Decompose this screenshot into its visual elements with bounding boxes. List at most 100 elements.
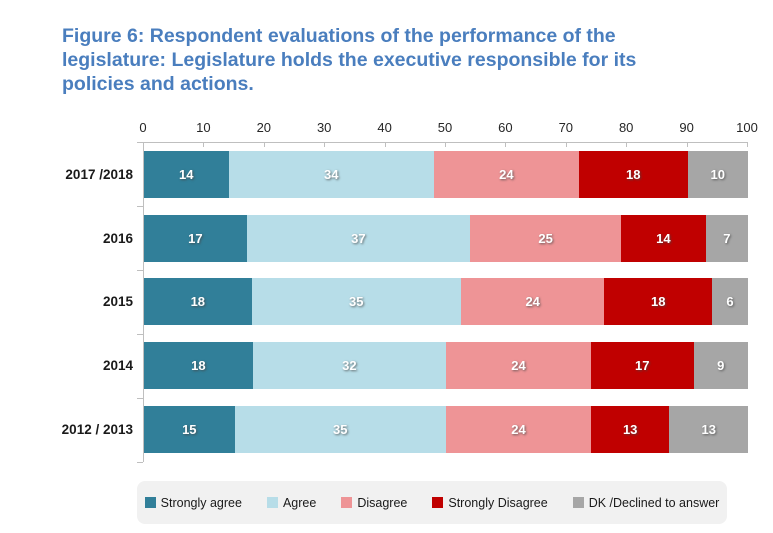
bar-value-label: 24 (511, 421, 526, 437)
x-tick-label: 0 (139, 120, 147, 135)
stacked-bar-row: 18 35 24 18 6 (144, 278, 748, 326)
y-tick-mark (137, 398, 143, 399)
bar-segment: 17 (590, 342, 694, 390)
bar-value-label: 14 (656, 230, 671, 246)
bar-value-label: 18 (190, 294, 206, 310)
x-axis-line (143, 142, 748, 143)
chart-title: Figure 6: Respondent evaluations of the … (62, 25, 637, 96)
y-tick-mark (137, 142, 143, 143)
x-tick-label: 60 (498, 120, 513, 135)
bar-value-label: 32 (342, 358, 357, 374)
bar-value-label: 24 (499, 167, 514, 183)
x-tick-label: 90 (679, 120, 694, 135)
bar-value-label: 10 (710, 167, 725, 183)
legend-swatch-icon (341, 497, 353, 508)
bar-segment: 34 (228, 151, 434, 199)
bar-segment: 18 (144, 278, 252, 326)
x-tick-label: 80 (618, 120, 634, 135)
y-tick-mark (137, 270, 143, 271)
x-tick-mark (747, 143, 748, 147)
legend-label: Disagree (357, 495, 408, 510)
legend-item: DK /Declined to answer (572, 495, 720, 510)
y-axis-category-label: 2017 /2018 (65, 167, 133, 183)
bar-value-label: 24 (511, 358, 526, 374)
legend-swatch-icon (266, 497, 278, 508)
bar-segment: 14 (621, 214, 706, 262)
bar-segment: 9 (693, 342, 748, 390)
x-tick-mark (384, 143, 386, 147)
y-tick-mark (137, 334, 143, 335)
bar-segment: 13 (590, 405, 670, 453)
x-tick-mark (263, 143, 265, 147)
legend-label: DK /Declined to answer (588, 495, 720, 510)
bar-segment: 35 (251, 278, 461, 326)
bar-value-label: 25 (538, 230, 553, 246)
x-tick-label: 40 (377, 120, 392, 135)
bar-value-label: 17 (635, 358, 650, 374)
bar-segment: 18 (144, 342, 253, 390)
legend-swatch-icon (144, 497, 156, 508)
y-axis-category-label: 2014 (102, 358, 133, 374)
y-tick-mark (137, 206, 143, 207)
bar-value-label: 15 (182, 421, 197, 437)
stacked-bar-row: 18 32 24 17 9 (144, 342, 748, 390)
legend-item: Strongly agree (144, 495, 242, 510)
y-axis-category-label: 2012 / 2013 (61, 421, 133, 437)
y-axis-category-label: 2016 (102, 230, 133, 246)
bar-value-label: 18 (651, 294, 666, 310)
bar-segment: 32 (252, 342, 446, 390)
x-axis-tick-labels: 0 10 20 30 40 50 60 70 80 90 100 (139, 120, 757, 136)
bar-value-label: 37 (351, 230, 366, 246)
x-tick-label: 70 (558, 120, 574, 135)
legend-label: Agree (282, 495, 317, 510)
bar-segment: 6 (712, 278, 748, 326)
bar-value-label: 9 (717, 358, 725, 374)
legend-item: Disagree (341, 496, 407, 510)
x-tick-mark (626, 143, 628, 147)
y-axis-category-label: 2015 (102, 294, 133, 310)
legend-swatch-icon (432, 497, 444, 508)
bar-value-label: 13 (622, 421, 638, 437)
bar-value-label: 24 (525, 294, 540, 310)
stacked-bar-row: 14 34 24 18 10 (144, 151, 748, 199)
legend-swatch-icon (572, 497, 584, 508)
x-tick-mark (686, 143, 688, 147)
x-tick-mark (505, 143, 507, 147)
legend: Strongly agree Agree Disagree Strongly Disa… (137, 481, 727, 524)
bar-segment: 7 (705, 214, 748, 262)
y-tick-mark (137, 462, 143, 463)
x-tick-mark (324, 143, 326, 147)
bar-segment: 24 (433, 151, 579, 199)
bar-value-label: 7 (723, 230, 731, 246)
bar-value-label: 6 (726, 294, 734, 310)
x-tick-mark (445, 143, 446, 147)
bar-segment: 13 (669, 405, 748, 453)
bar-segment: 35 (234, 405, 446, 453)
bar-value-label: 17 (188, 230, 203, 246)
bar-value-label: 18 (191, 358, 206, 374)
bar-value-label: 18 (625, 167, 641, 183)
x-tick-label: 30 (316, 120, 332, 135)
stacked-bar-row: 15 35 24 13 13 (144, 405, 748, 453)
bar-value-label: 34 (323, 167, 339, 183)
bar-segment: 24 (445, 405, 591, 453)
y-axis-tick-marks (137, 142, 143, 463)
bar-segment: 14 (144, 151, 229, 199)
bar-segment: 25 (470, 214, 622, 262)
bar-segment: 24 (460, 278, 605, 326)
bar-segment: 10 (687, 151, 748, 199)
y-axis-line (143, 142, 144, 462)
legend-item: Agree (266, 495, 317, 510)
y-axis-category-labels: 2017 /2018 2016 2015 2014 2012 / 2013 (0, 143, 133, 461)
bar-value-label: 13 (701, 421, 716, 437)
bar-segment: 17 (144, 214, 247, 262)
stacked-bar-row: 17 37 25 14 7 (144, 214, 748, 262)
bar-value-label: 14 (179, 167, 194, 183)
bar-value-label: 35 (333, 421, 348, 437)
legend-label: Strongly Disagree (448, 495, 548, 510)
bar-segment: 37 (246, 214, 471, 262)
bar-segment: 18 (604, 278, 713, 326)
bar-segment: 18 (578, 151, 688, 199)
legend-label: Strongly agree (160, 495, 242, 510)
